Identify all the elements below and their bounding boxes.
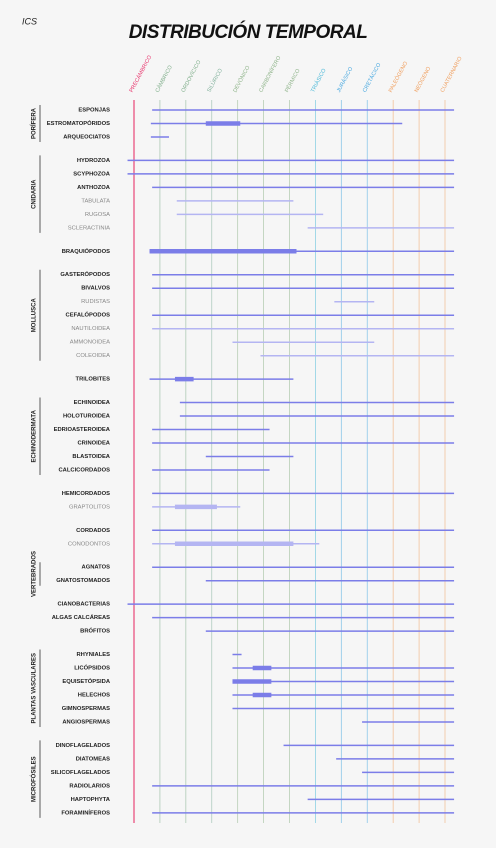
taxon-label: CRINOIDEA [77, 441, 110, 447]
group-label: MOLLUSCA [32, 298, 38, 333]
taxon-label: ARQUEOCIATOS [63, 135, 110, 141]
taxon-label: HOLOTUROIDEA [63, 414, 111, 420]
taxon-label: HYDROZOA [77, 158, 111, 164]
group-label: ECHINODERMATA [32, 409, 38, 462]
taxon-label: CALCICORDADOS [58, 468, 110, 474]
taxon-label: GNATOSTOMADOS [56, 578, 110, 584]
taxon-label: BLASTOIDEA [72, 454, 110, 460]
taxon-label: NAUTILOIDEA [71, 326, 110, 332]
taxon-label: SILICOFLAGELADOS [51, 770, 110, 776]
taxon-label: AMMONOIDEA [70, 340, 110, 346]
taxon-label: SCLERACTINIA [68, 225, 110, 231]
taxon-label: EDRIOASTEROIDEA [54, 427, 111, 433]
taxon-label: TRILOBITES [76, 377, 111, 383]
chart-title: DISTRIBUCIÓN TEMPORAL [129, 21, 368, 43]
taxon-label: HEMICORDADOS [62, 491, 110, 497]
taxon-label: HAPTOPHYTA [71, 797, 111, 803]
taxon-label: ALGAS CALCÁREAS [52, 614, 110, 621]
taxon-label: RHYNIALES [77, 652, 111, 658]
taxon-label: GASTERÓPODOS [60, 270, 110, 278]
taxon-label: DINOFLAGELADOS [56, 743, 111, 749]
taxon-label: RUGOSA [85, 212, 110, 218]
period-label: NEÓGENO [413, 65, 433, 94]
taxon-label: AGNATOS [82, 565, 111, 571]
taxon-label: BRÓFITOS [80, 627, 110, 635]
taxon-label: HELECHOS [78, 693, 110, 699]
group-label: PLANTAS VASCULARES [32, 653, 38, 723]
taxon-label: DIATOMEAS [76, 756, 110, 762]
period-label: CRETÁCICO [361, 61, 383, 94]
taxon-label: GIMNOSPERMAS [62, 706, 110, 712]
period-label: DEVÓNICO [232, 64, 252, 94]
taxon-label: TABULATA [81, 198, 110, 204]
taxon-label: GRAPTOLITOS [69, 504, 110, 510]
taxon-label: CEFALÓPODOS [66, 311, 111, 319]
period-label: ORDOVÍCICO [180, 58, 203, 93]
taxon-label: RADIOLARIOS [69, 783, 110, 789]
taxon-label: ANGIOSPERMAS [62, 720, 110, 726]
group-label: MICROFÓSILES [30, 756, 38, 802]
period-label: TRIÁSICO [309, 67, 328, 94]
period-label: SILÚRICO [206, 67, 225, 94]
period-label: PALEÓGENO [387, 60, 410, 94]
taxon-label: EQUISETÓPSIDA [62, 677, 110, 685]
taxon-label: RUDISTAS [81, 299, 110, 305]
taxon-label: BRAQUIÓPODOS [62, 247, 110, 255]
taxon-label: FORAMINÍFEROS [61, 808, 110, 816]
period-label: CÁMBRICO [154, 64, 174, 94]
period-label: PÉRMICO [283, 67, 302, 94]
period-label: JURÁSICO [335, 65, 355, 93]
watermark: ICS [22, 16, 37, 26]
taxon-label: CIANOBACTERIAS [58, 602, 111, 608]
taxon-label: CORDADOS [76, 528, 110, 534]
taxon-label: CONODONTOS [68, 541, 110, 547]
group-label: VERTEBRADOS [32, 551, 38, 597]
taxon-label: LICÓPSIDOS [74, 664, 110, 672]
taxon-label: ECHINOIDEA [74, 400, 111, 406]
taxon-label: COLEOIDEA [76, 353, 110, 359]
taxon-label: ANTHOZOA [77, 185, 111, 191]
period-label: CUATERNARIO [440, 55, 464, 93]
taxon-label: SCYPHOZOA [73, 171, 111, 177]
taxon-label: BIVALVOS [81, 286, 110, 292]
period-label: PRECÁMBRICO [128, 54, 154, 94]
taxon-label: ESPONJAS [78, 108, 110, 114]
group-label: PORÍFERA [30, 107, 38, 139]
group-label: CNIDARIA [32, 179, 38, 209]
period-label: CARBONÍFERO [257, 54, 282, 94]
taxon-label: ESTROMATOPÓRIDOS [47, 119, 110, 127]
